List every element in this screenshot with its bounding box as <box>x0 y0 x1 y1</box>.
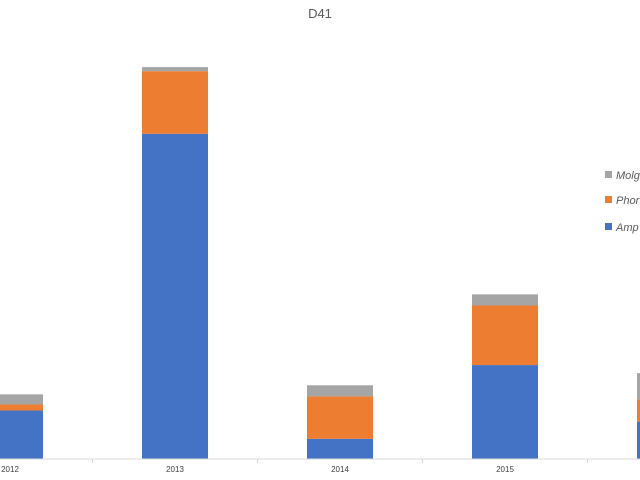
bar-phor-2015 <box>472 305 538 366</box>
legend-swatch-phor <box>605 196 612 203</box>
bar-amp-2016 <box>637 421 640 459</box>
x-tick-label: 2015 <box>496 465 514 474</box>
legend-swatch-molg <box>605 171 612 178</box>
bar-amp-2014 <box>307 438 373 459</box>
legend-label-molg: Molg <box>616 170 640 182</box>
x-tick-label: 2014 <box>331 465 349 474</box>
bar-amp-2013 <box>142 133 208 459</box>
bar-molg-2012 <box>0 394 43 405</box>
legend: Molg Phor Amp <box>605 170 640 234</box>
bar-molg-2013 <box>142 67 208 72</box>
legend-label-phor: Phor <box>616 195 640 207</box>
chart-title: D41 <box>308 6 332 21</box>
x-tick-label: 2012 <box>1 465 19 474</box>
bar-phor-2014 <box>307 396 373 439</box>
bar-phor-2016 <box>637 399 640 422</box>
x-tick-label: 2013 <box>166 465 184 474</box>
bars <box>0 67 640 459</box>
legend-swatch-amp <box>605 223 612 230</box>
bar-molg-2015 <box>472 294 538 306</box>
bar-molg-2016 <box>637 373 640 400</box>
x-axis-ticks: 20122013201420152016 <box>1 459 588 474</box>
bar-amp-2012 <box>0 410 43 459</box>
bar-molg-2014 <box>307 385 373 397</box>
bar-amp-2015 <box>472 365 538 459</box>
bar-phor-2012 <box>0 404 43 411</box>
legend-label-amp: Amp <box>615 222 639 234</box>
bar-phor-2013 <box>142 71 208 134</box>
